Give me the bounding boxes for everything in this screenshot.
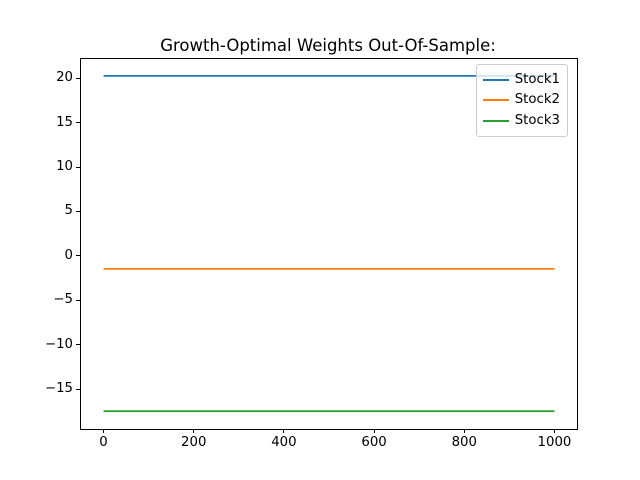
y-tick-label: −5 — [53, 292, 73, 308]
x-tick-mark — [553, 428, 555, 433]
legend-box: Stock1 Stock2 Stock3 — [475, 63, 568, 137]
y-tick-mark — [76, 210, 80, 212]
legend-label: Stock1 — [514, 71, 560, 87]
plot-area: 20 15 10 5 0 −5 −10 −15 0 200 400 600 800 1000 Stock… — [45, 57, 578, 449]
x-tick-label: 800 — [451, 434, 477, 450]
y-tick-label: −10 — [44, 336, 73, 352]
x-tick-label: 200 — [181, 434, 207, 450]
legend-line-sample — [482, 119, 509, 122]
y-tick-mark — [76, 344, 80, 346]
legend-entry-stock1: Stock1 — [482, 70, 560, 91]
legend-line-sample — [482, 99, 509, 102]
y-tick-mark — [76, 299, 80, 301]
x-tick-label: 1000 — [537, 434, 572, 450]
x-tick-label: 600 — [361, 434, 387, 450]
x-tick-label: 400 — [271, 434, 297, 450]
y-tick-mark — [76, 255, 80, 257]
y-tick-mark — [76, 388, 80, 390]
legend-entry-stock2: Stock2 — [482, 90, 560, 111]
y-tick-label: 0 — [64, 247, 73, 263]
x-tick-label: 0 — [99, 434, 108, 450]
legend-label: Stock3 — [514, 112, 560, 128]
x-tick-mark — [283, 428, 285, 433]
y-tick-mark — [76, 166, 80, 168]
x-tick-mark — [103, 428, 105, 433]
y-tick-mark — [76, 122, 80, 124]
legend-entry-stock3: Stock3 — [482, 111, 560, 132]
x-tick-mark — [373, 428, 375, 433]
y-tick-label: 5 — [64, 203, 73, 219]
y-tick-mark — [76, 77, 80, 79]
y-tick-label: 10 — [56, 159, 73, 174]
x-tick-mark — [193, 428, 195, 433]
y-tick-label: −15 — [44, 381, 73, 397]
chart-title: Growth-Optimal Weights Out-Of-Sample: — [160, 36, 496, 55]
y-tick-label: 20 — [56, 70, 73, 86]
y-tick-label: 15 — [56, 114, 73, 130]
x-tick-mark — [463, 428, 465, 433]
legend-label: Stock2 — [514, 92, 560, 108]
legend-line-sample — [482, 78, 509, 81]
